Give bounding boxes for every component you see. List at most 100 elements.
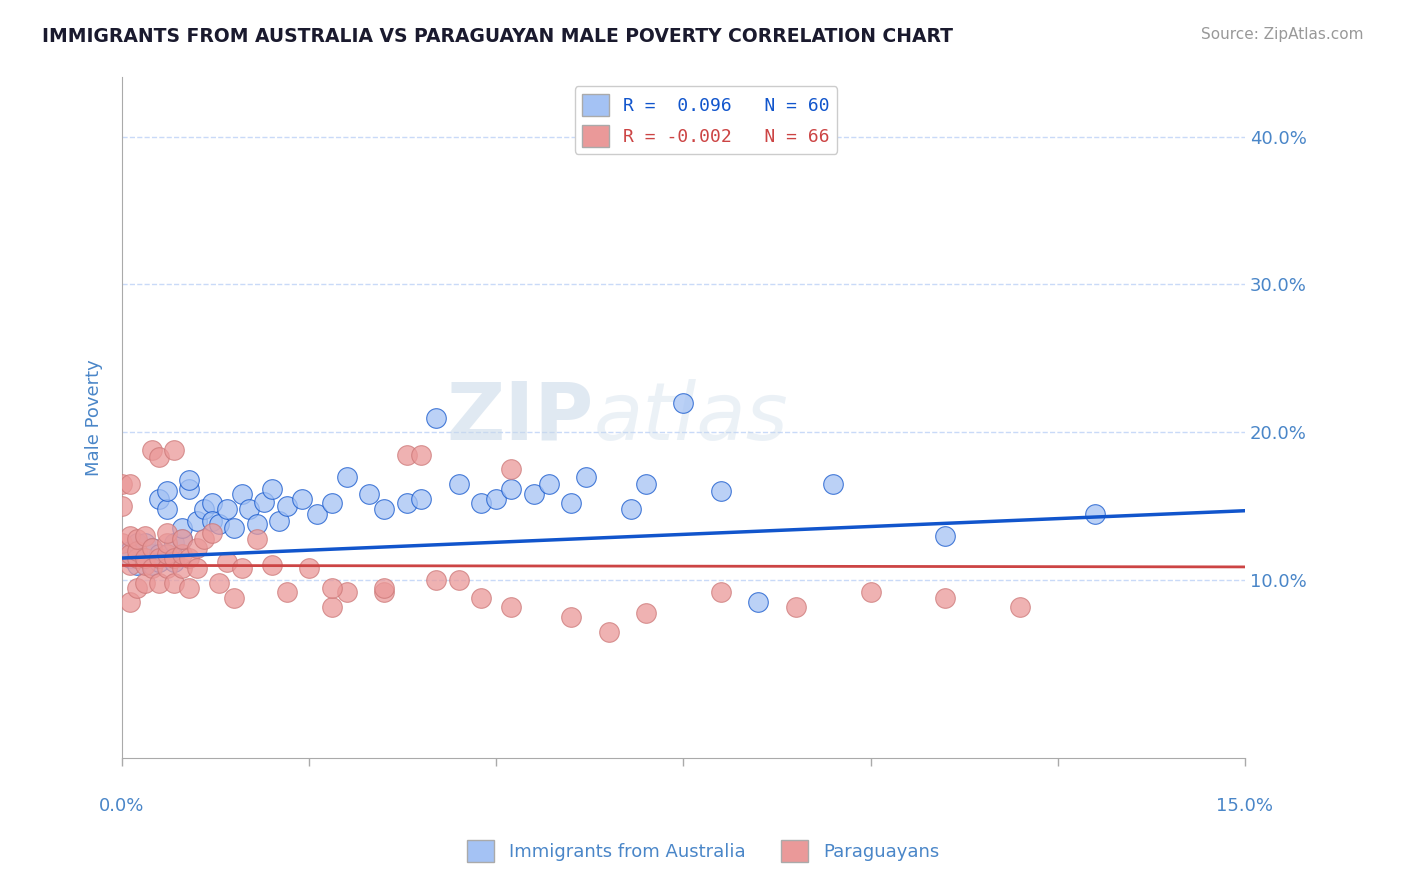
Point: [672, 396, 695, 410]
Point: [710, 585, 733, 599]
Legend: Immigrants from Australia, Paraguayans: Immigrants from Australia, Paraguayans: [460, 833, 946, 870]
Point: [141, 541, 163, 555]
Point: [148, 551, 170, 566]
Point: [111, 477, 134, 491]
Point: [134, 547, 156, 561]
Point: [710, 484, 733, 499]
Point: [186, 541, 208, 555]
Point: [201, 514, 224, 528]
Point: [276, 585, 298, 599]
Point: [186, 514, 208, 528]
Point: [575, 469, 598, 483]
Point: [260, 558, 283, 573]
Text: 15.0%: 15.0%: [1216, 797, 1274, 814]
Point: [373, 502, 395, 516]
Point: [321, 599, 343, 614]
Point: [118, 551, 141, 566]
Point: [111, 536, 134, 550]
Point: [118, 529, 141, 543]
Point: [823, 477, 845, 491]
Point: [246, 532, 269, 546]
Point: [193, 502, 215, 516]
Point: [359, 487, 381, 501]
Point: [537, 477, 560, 491]
Point: [859, 585, 882, 599]
Point: [156, 536, 179, 550]
Point: [447, 477, 470, 491]
Point: [125, 551, 148, 566]
Point: [1084, 507, 1107, 521]
Point: [276, 500, 298, 514]
Point: [170, 561, 193, 575]
Point: [470, 496, 492, 510]
Point: [118, 558, 141, 573]
Point: [321, 496, 343, 510]
Point: [156, 547, 179, 561]
Point: [156, 525, 179, 540]
Legend: R =  0.096   N = 60, R = -0.002   N = 66: R = 0.096 N = 60, R = -0.002 N = 66: [575, 87, 837, 154]
Point: [598, 624, 620, 639]
Point: [215, 556, 238, 570]
Point: [620, 502, 643, 516]
Point: [321, 581, 343, 595]
Point: [134, 551, 156, 566]
Point: [118, 595, 141, 609]
Point: [134, 529, 156, 543]
Point: [934, 591, 956, 605]
Point: [156, 484, 179, 499]
Point: [148, 450, 170, 465]
Point: [224, 591, 246, 605]
Point: [934, 529, 956, 543]
Point: [125, 536, 148, 550]
Point: [373, 581, 395, 595]
Point: [193, 532, 215, 546]
Point: [141, 541, 163, 555]
Point: [425, 410, 447, 425]
Point: [141, 561, 163, 575]
Point: [111, 500, 134, 514]
Point: [260, 482, 283, 496]
Point: [179, 473, 201, 487]
Point: [246, 516, 269, 531]
Point: [134, 576, 156, 591]
Point: [170, 547, 193, 561]
Point: [170, 532, 193, 546]
Y-axis label: Male Poverty: Male Poverty: [86, 359, 103, 476]
Point: [291, 491, 314, 506]
Point: [163, 576, 186, 591]
Point: [156, 502, 179, 516]
Point: [560, 496, 582, 510]
Point: [425, 573, 447, 587]
Point: [395, 448, 418, 462]
Point: [298, 561, 321, 575]
Point: [1010, 599, 1032, 614]
Point: [125, 581, 148, 595]
Point: [634, 477, 657, 491]
Point: [163, 551, 186, 566]
Point: [523, 487, 546, 501]
Point: [208, 516, 231, 531]
Point: [163, 443, 186, 458]
Point: [186, 561, 208, 575]
Point: [501, 599, 523, 614]
Point: [305, 507, 328, 521]
Point: [785, 599, 807, 614]
Text: Source: ZipAtlas.com: Source: ZipAtlas.com: [1201, 27, 1364, 42]
Point: [336, 585, 359, 599]
Point: [208, 576, 231, 591]
Point: [201, 525, 224, 540]
Point: [231, 561, 253, 575]
Point: [141, 443, 163, 458]
Point: [148, 491, 170, 506]
Text: atlas: atlas: [593, 378, 789, 457]
Point: [170, 521, 193, 535]
Point: [215, 502, 238, 516]
Point: [269, 514, 291, 528]
Point: [170, 532, 193, 546]
Point: [470, 591, 492, 605]
Text: IMMIGRANTS FROM AUSTRALIA VS PARAGUAYAN MALE POVERTY CORRELATION CHART: IMMIGRANTS FROM AUSTRALIA VS PARAGUAYAN …: [42, 27, 953, 45]
Point: [238, 502, 260, 516]
Point: [125, 532, 148, 546]
Point: [411, 491, 433, 506]
Point: [141, 547, 163, 561]
